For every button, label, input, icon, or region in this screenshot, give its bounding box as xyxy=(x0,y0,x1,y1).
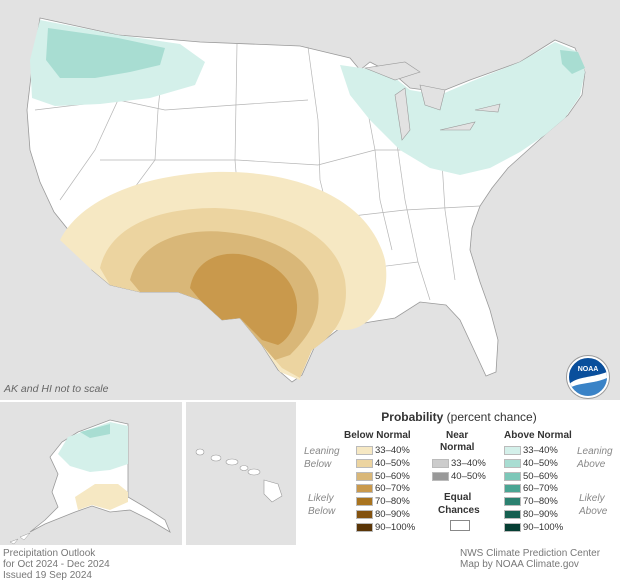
above-normal-row: 80–90% xyxy=(504,509,558,520)
leaning-below-1: Leaning xyxy=(304,446,340,457)
above-33-40-northeast xyxy=(340,42,585,175)
leaning-above-1: Leaning xyxy=(577,446,613,457)
leaning-below-2: Below xyxy=(304,459,332,470)
leaning-above-label: Leaning Above xyxy=(577,445,613,471)
legend-title: Probability (percent chance) xyxy=(298,410,620,424)
below-normal-swatch xyxy=(356,484,373,494)
footer-title: Precipitation Outlook xyxy=(3,548,96,559)
above-normal-header: Above Normal xyxy=(504,430,572,441)
below-normal-swatch xyxy=(356,458,373,468)
above-normal-swatch xyxy=(504,445,521,455)
hawaii-inset xyxy=(186,402,296,545)
likely-below-2: Below xyxy=(308,506,336,517)
below-normal-label: 90–100% xyxy=(375,521,416,533)
below-normal-swatch xyxy=(356,509,373,519)
noaa-logo-text: NOAA xyxy=(577,366,599,373)
near-normal-label: 33–40% xyxy=(451,458,486,469)
scale-note: AK and HI not to scale xyxy=(4,383,109,395)
footer-credit-2: Map by NOAA Climate.gov xyxy=(460,559,579,570)
below-normal-row: 90–100% xyxy=(356,522,415,533)
below-normal-label: 80–90% xyxy=(375,509,410,520)
above-normal-label: 90–100% xyxy=(523,521,564,533)
noaa-logo: NOAA xyxy=(567,356,609,398)
below-normal-row: 33–40% xyxy=(356,445,410,456)
above-normal-label: 60–70% xyxy=(523,483,558,495)
above-normal-swatch xyxy=(504,484,521,494)
likely-below-1: Likely xyxy=(308,493,334,504)
legend-title-bold: Probability xyxy=(381,410,444,424)
below-60-70-west-texas xyxy=(190,253,298,345)
conus-map-svg xyxy=(26,17,586,383)
below-normal-header: Below Normal xyxy=(344,430,411,441)
likely-below-label: Likely Below xyxy=(308,492,335,518)
footer-credit-1: NWS Climate Prediction Center xyxy=(460,548,601,559)
below-normal-swatch xyxy=(356,497,373,507)
near-normal-row: 40–50% xyxy=(432,471,486,482)
above-normal-swatch xyxy=(504,471,521,481)
near-normal-label: 40–50% xyxy=(451,470,486,482)
near-normal-header-2: Normal xyxy=(440,442,475,453)
alaska-map-svg xyxy=(0,402,182,545)
above-normal-row: 33–40% xyxy=(504,445,558,456)
near-normal-swatch xyxy=(432,458,449,468)
below-normal-label: 50–60% xyxy=(375,470,410,482)
above-normal-label: 40–50% xyxy=(523,457,558,469)
alaska-inset xyxy=(0,402,182,545)
above-40-50-pnw xyxy=(46,28,165,78)
leaning-below-label: Leaning Below xyxy=(304,445,340,471)
above-normal-swatch xyxy=(504,497,521,507)
footer-left: Precipitation Outlook for Oct 2024 - Dec… xyxy=(3,548,110,581)
legend: Probability (percent chance) Below Norma… xyxy=(298,402,620,545)
above-normal-row: 50–60% xyxy=(504,471,558,482)
alaska-above-33-40 xyxy=(58,422,128,472)
equal-chances-label-1: Equal xyxy=(444,492,472,503)
below-normal-row: 60–70% xyxy=(356,483,410,494)
near-normal-row: 33–40% xyxy=(432,458,486,469)
above-normal-label: 33–40% xyxy=(523,445,558,456)
above-normal-row: 70–80% xyxy=(504,496,558,507)
above-normal-row: 40–50% xyxy=(504,458,558,469)
above-normal-swatch xyxy=(504,458,521,468)
below-normal-label: 33–40% xyxy=(375,445,410,456)
below-normal-swatch xyxy=(356,445,373,455)
great-lakes xyxy=(363,61,501,141)
likely-above-1: Likely xyxy=(579,493,605,504)
above-normal-swatch xyxy=(504,509,521,519)
near-normal-header-1: Near xyxy=(446,430,469,441)
above-normal-row: 90–100% xyxy=(504,522,563,533)
below-normal-swatch xyxy=(356,471,373,481)
footer-right: NWS Climate Prediction Center Map by NOA… xyxy=(460,548,600,570)
noaa-bird-icon xyxy=(569,372,607,396)
conus-map: AK and HI not to scale NOAA xyxy=(0,0,620,400)
below-normal-row: 50–60% xyxy=(356,471,410,482)
below-normal-label: 70–80% xyxy=(375,496,410,508)
above-normal-swatch xyxy=(504,522,521,532)
above-40-50-maine xyxy=(560,50,585,74)
equal-chances-label-2: Chances xyxy=(438,505,480,516)
above-normal-label: 80–90% xyxy=(523,509,558,520)
below-normal-row: 80–90% xyxy=(356,509,410,520)
below-normal-row: 70–80% xyxy=(356,496,410,507)
above-normal-label: 70–80% xyxy=(523,496,558,508)
below-normal-label: 60–70% xyxy=(375,483,410,495)
likely-above-label: Likely Above xyxy=(579,492,607,518)
equal-chances-swatch xyxy=(450,520,470,531)
footer-issued: Issued 19 Sep 2024 xyxy=(3,570,92,581)
leaning-above-2: Above xyxy=(577,459,606,470)
below-normal-swatch xyxy=(356,522,373,532)
above-normal-row: 60–70% xyxy=(504,483,558,494)
legend-title-rest: (percent chance) xyxy=(443,410,537,424)
alaska-above-40-50 xyxy=(80,424,110,438)
alaska-below-33-40 xyxy=(75,484,128,510)
below-normal-label: 40–50% xyxy=(375,457,410,469)
likely-above-2: Above xyxy=(579,506,608,517)
hawaii-map-svg xyxy=(186,402,296,545)
near-normal-swatch xyxy=(432,471,449,481)
hawaii-islands xyxy=(195,448,283,503)
above-normal-label: 50–60% xyxy=(523,470,558,482)
below-normal-row: 40–50% xyxy=(356,458,410,469)
footer-period: for Oct 2024 - Dec 2024 xyxy=(3,559,110,570)
